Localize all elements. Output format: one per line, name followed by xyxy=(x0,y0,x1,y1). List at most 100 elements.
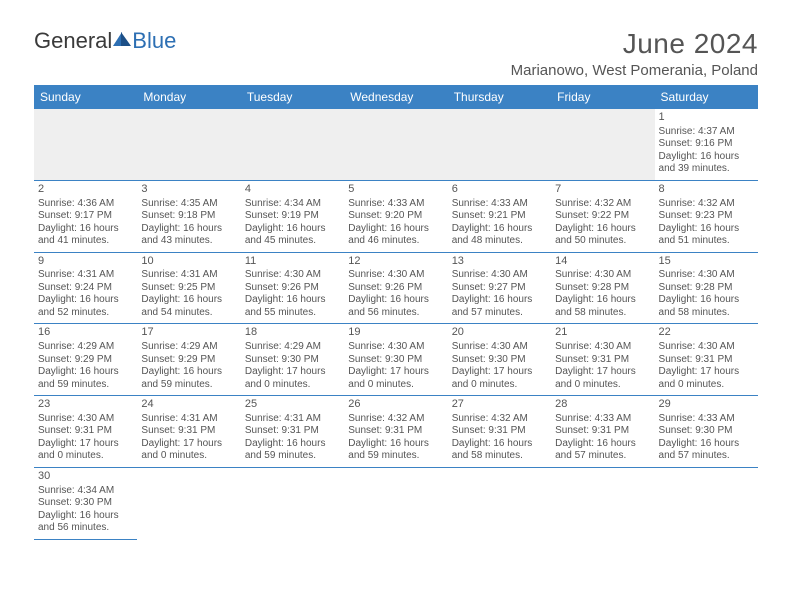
daylight-line: Daylight: 16 hours and 56 minutes. xyxy=(348,294,443,319)
daylight-line: Daylight: 16 hours and 51 minutes. xyxy=(659,223,754,248)
daylight-line: Daylight: 16 hours and 59 minutes. xyxy=(141,366,236,391)
day-number: 8 xyxy=(659,183,754,197)
day-number: 18 xyxy=(245,326,340,340)
day-number: 1 xyxy=(659,111,754,125)
day-number: 5 xyxy=(348,183,443,197)
calendar-day-cell: 7Sunrise: 4:32 AMSunset: 9:22 PMDaylight… xyxy=(551,180,654,252)
day-number: 2 xyxy=(38,183,133,197)
logo-text-blue: Blue xyxy=(132,28,176,54)
sunrise-line: Sunrise: 4:32 AM xyxy=(659,198,754,211)
daylight-line: Daylight: 17 hours and 0 minutes. xyxy=(555,366,650,391)
calendar-day-cell: 20Sunrise: 4:30 AMSunset: 9:30 PMDayligh… xyxy=(448,324,551,396)
sunrise-line: Sunrise: 4:34 AM xyxy=(38,485,133,498)
calendar-empty-cell xyxy=(344,109,447,180)
sunrise-line: Sunrise: 4:29 AM xyxy=(141,341,236,354)
calendar-day-cell: 6Sunrise: 4:33 AMSunset: 9:21 PMDaylight… xyxy=(448,180,551,252)
sunrise-line: Sunrise: 4:32 AM xyxy=(348,413,443,426)
sunset-line: Sunset: 9:29 PM xyxy=(38,354,133,367)
sunset-line: Sunset: 9:22 PM xyxy=(555,210,650,223)
calendar-day-cell: 23Sunrise: 4:30 AMSunset: 9:31 PMDayligh… xyxy=(34,396,137,468)
sunrise-line: Sunrise: 4:33 AM xyxy=(555,413,650,426)
day-number: 20 xyxy=(452,326,547,340)
calendar-day-cell: 15Sunrise: 4:30 AMSunset: 9:28 PMDayligh… xyxy=(655,252,758,324)
calendar-day-cell: 27Sunrise: 4:32 AMSunset: 9:31 PMDayligh… xyxy=(448,396,551,468)
day-number: 16 xyxy=(38,326,133,340)
daylight-line: Daylight: 16 hours and 43 minutes. xyxy=(141,223,236,248)
calendar-empty-cell xyxy=(344,467,447,539)
day-number: 27 xyxy=(452,398,547,412)
title-block: June 2024 Marianowo, West Pomerania, Pol… xyxy=(511,28,758,79)
daylight-line: Daylight: 16 hours and 45 minutes. xyxy=(245,223,340,248)
day-number: 14 xyxy=(555,255,650,269)
day-number: 17 xyxy=(141,326,236,340)
weekday-header: Monday xyxy=(137,85,240,109)
day-number: 24 xyxy=(141,398,236,412)
sunset-line: Sunset: 9:19 PM xyxy=(245,210,340,223)
daylight-line: Daylight: 17 hours and 0 minutes. xyxy=(452,366,547,391)
sunset-line: Sunset: 9:31 PM xyxy=(38,425,133,438)
calendar-day-cell: 22Sunrise: 4:30 AMSunset: 9:31 PMDayligh… xyxy=(655,324,758,396)
page-subtitle: Marianowo, West Pomerania, Poland xyxy=(511,62,758,79)
daylight-line: Daylight: 16 hours and 39 minutes. xyxy=(659,151,754,176)
calendar-day-cell: 19Sunrise: 4:30 AMSunset: 9:30 PMDayligh… xyxy=(344,324,447,396)
sunset-line: Sunset: 9:31 PM xyxy=(555,425,650,438)
daylight-line: Daylight: 16 hours and 59 minutes. xyxy=(245,438,340,463)
sunrise-line: Sunrise: 4:31 AM xyxy=(141,413,236,426)
logo-text-general: General xyxy=(34,28,112,54)
header: General Blue June 2024 Marianowo, West P… xyxy=(34,28,758,79)
calendar-row: 2Sunrise: 4:36 AMSunset: 9:17 PMDaylight… xyxy=(34,180,758,252)
sunset-line: Sunset: 9:27 PM xyxy=(452,282,547,295)
daylight-line: Daylight: 17 hours and 0 minutes. xyxy=(141,438,236,463)
day-number: 21 xyxy=(555,326,650,340)
sunrise-line: Sunrise: 4:32 AM xyxy=(452,413,547,426)
sunset-line: Sunset: 9:30 PM xyxy=(348,354,443,367)
calendar-empty-cell xyxy=(241,467,344,539)
weekday-header: Thursday xyxy=(448,85,551,109)
calendar-day-cell: 29Sunrise: 4:33 AMSunset: 9:30 PMDayligh… xyxy=(655,396,758,468)
day-number: 7 xyxy=(555,183,650,197)
calendar-day-cell: 30Sunrise: 4:34 AMSunset: 9:30 PMDayligh… xyxy=(34,467,137,539)
sunset-line: Sunset: 9:17 PM xyxy=(38,210,133,223)
weekday-header: Sunday xyxy=(34,85,137,109)
calendar-day-cell: 21Sunrise: 4:30 AMSunset: 9:31 PMDayligh… xyxy=(551,324,654,396)
sunrise-line: Sunrise: 4:30 AM xyxy=(348,269,443,282)
sunrise-line: Sunrise: 4:30 AM xyxy=(555,269,650,282)
daylight-line: Daylight: 16 hours and 57 minutes. xyxy=(452,294,547,319)
sunrise-line: Sunrise: 4:30 AM xyxy=(245,269,340,282)
calendar-day-cell: 13Sunrise: 4:30 AMSunset: 9:27 PMDayligh… xyxy=(448,252,551,324)
daylight-line: Daylight: 17 hours and 0 minutes. xyxy=(38,438,133,463)
sunset-line: Sunset: 9:30 PM xyxy=(659,425,754,438)
calendar-day-cell: 8Sunrise: 4:32 AMSunset: 9:23 PMDaylight… xyxy=(655,180,758,252)
calendar-day-cell: 1Sunrise: 4:37 AMSunset: 9:16 PMDaylight… xyxy=(655,109,758,180)
sunset-line: Sunset: 9:28 PM xyxy=(659,282,754,295)
day-number: 13 xyxy=(452,255,547,269)
sunrise-line: Sunrise: 4:30 AM xyxy=(659,269,754,282)
calendar-day-cell: 11Sunrise: 4:30 AMSunset: 9:26 PMDayligh… xyxy=(241,252,344,324)
daylight-line: Daylight: 16 hours and 59 minutes. xyxy=(348,438,443,463)
daylight-line: Daylight: 16 hours and 41 minutes. xyxy=(38,223,133,248)
logo: General Blue xyxy=(34,28,176,54)
calendar-day-cell: 24Sunrise: 4:31 AMSunset: 9:31 PMDayligh… xyxy=(137,396,240,468)
calendar-empty-cell xyxy=(655,467,758,539)
sunset-line: Sunset: 9:25 PM xyxy=(141,282,236,295)
sunrise-line: Sunrise: 4:29 AM xyxy=(245,341,340,354)
sunrise-line: Sunrise: 4:35 AM xyxy=(141,198,236,211)
calendar-day-cell: 14Sunrise: 4:30 AMSunset: 9:28 PMDayligh… xyxy=(551,252,654,324)
sunset-line: Sunset: 9:30 PM xyxy=(452,354,547,367)
day-number: 10 xyxy=(141,255,236,269)
daylight-line: Daylight: 16 hours and 57 minutes. xyxy=(555,438,650,463)
calendar-row: 1Sunrise: 4:37 AMSunset: 9:16 PMDaylight… xyxy=(34,109,758,180)
sunset-line: Sunset: 9:31 PM xyxy=(659,354,754,367)
sunset-line: Sunset: 9:28 PM xyxy=(555,282,650,295)
sunset-line: Sunset: 9:31 PM xyxy=(141,425,236,438)
day-number: 6 xyxy=(452,183,547,197)
calendar-day-cell: 16Sunrise: 4:29 AMSunset: 9:29 PMDayligh… xyxy=(34,324,137,396)
daylight-line: Daylight: 16 hours and 50 minutes. xyxy=(555,223,650,248)
calendar-day-cell: 18Sunrise: 4:29 AMSunset: 9:30 PMDayligh… xyxy=(241,324,344,396)
calendar-day-cell: 2Sunrise: 4:36 AMSunset: 9:17 PMDaylight… xyxy=(34,180,137,252)
day-number: 19 xyxy=(348,326,443,340)
sunrise-line: Sunrise: 4:30 AM xyxy=(452,341,547,354)
calendar-day-cell: 5Sunrise: 4:33 AMSunset: 9:20 PMDaylight… xyxy=(344,180,447,252)
day-number: 12 xyxy=(348,255,443,269)
day-number: 9 xyxy=(38,255,133,269)
